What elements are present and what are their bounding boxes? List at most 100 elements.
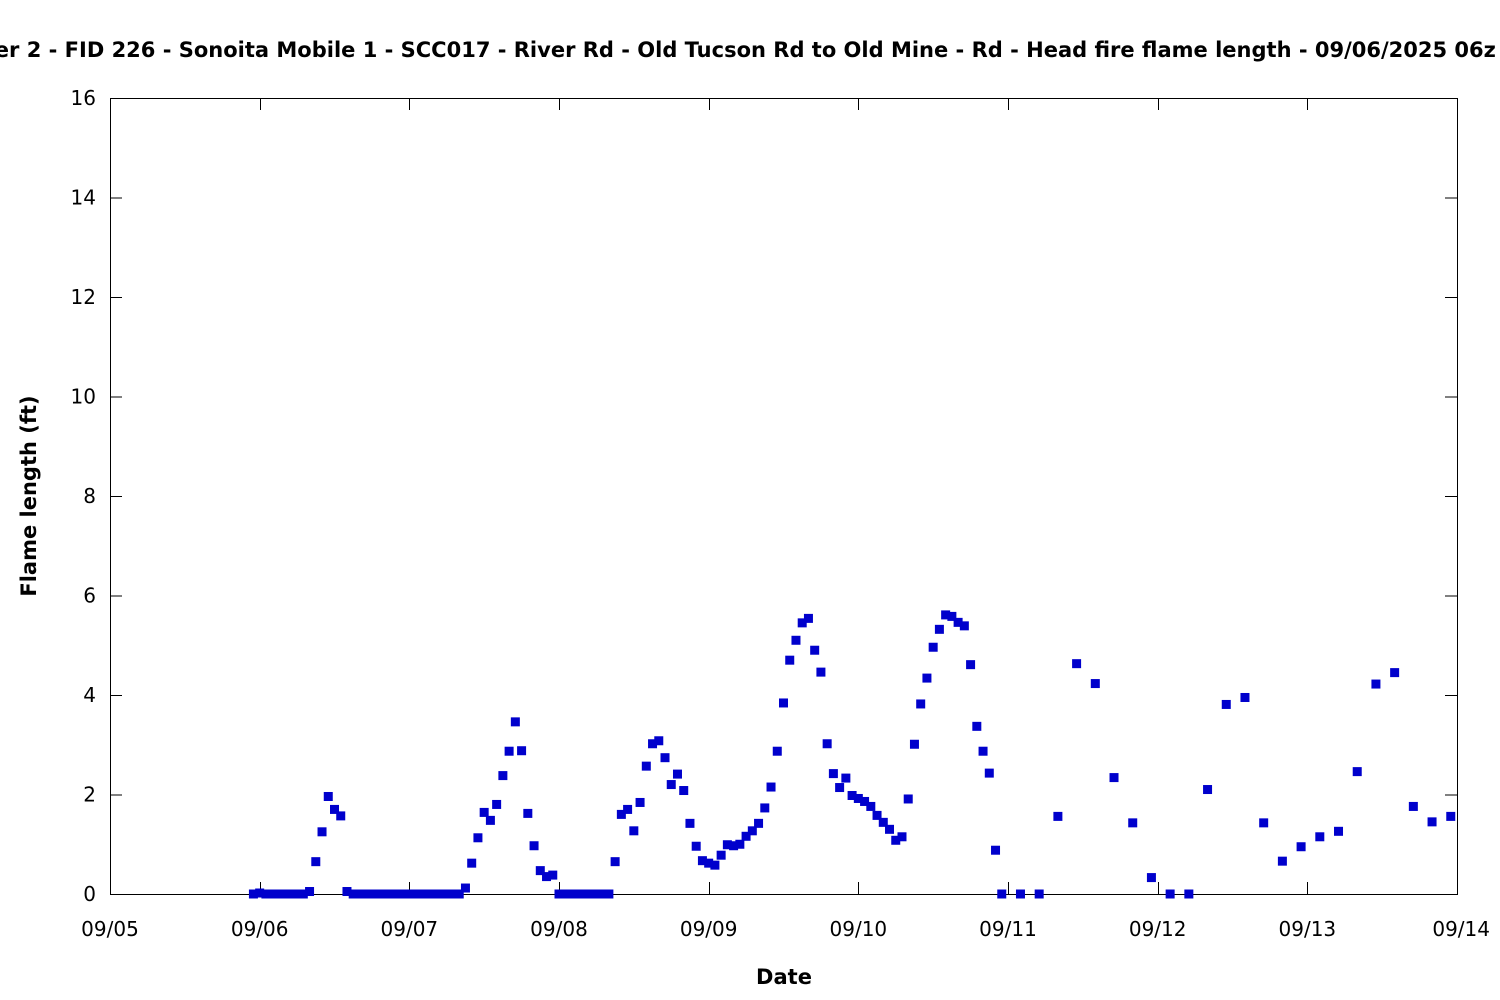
data-point: [467, 858, 477, 868]
data-point: [878, 817, 888, 827]
data-point: [560, 889, 570, 899]
data-point: [361, 889, 371, 899]
data-point: [791, 635, 801, 645]
data-point: [535, 866, 545, 876]
data-point: [429, 889, 439, 899]
data-point: [398, 889, 408, 899]
data-point: [573, 889, 583, 899]
data-point: [1015, 889, 1025, 899]
data-point: [354, 889, 364, 899]
data-point: [947, 611, 957, 621]
data-point: [554, 889, 564, 899]
data-point: [772, 746, 782, 756]
data-point: [891, 835, 901, 845]
data-point: [816, 667, 826, 677]
data-point: [1184, 889, 1194, 899]
data-point: [529, 841, 539, 851]
data-point: [741, 831, 751, 841]
data-point: [916, 699, 926, 709]
data-point: [1240, 692, 1250, 702]
data-point: [1390, 668, 1400, 678]
y-tick-label: 16: [71, 86, 96, 110]
data-point: [822, 739, 832, 749]
data-point: [909, 739, 919, 749]
data-point: [423, 889, 433, 899]
data-point: [635, 797, 645, 807]
data-point: [1128, 818, 1138, 828]
data-point: [685, 818, 695, 828]
y-tick-label: 14: [71, 186, 96, 210]
data-point: [411, 889, 421, 899]
data-point: [479, 807, 489, 817]
data-point: [404, 889, 414, 899]
data-point: [754, 818, 764, 828]
data-point: [379, 889, 389, 899]
data-point: [280, 889, 290, 899]
data-point: [1334, 826, 1344, 836]
data-point: [984, 768, 994, 778]
data-point: [978, 746, 988, 756]
data-point: [928, 642, 938, 652]
data-point: [548, 870, 558, 880]
data-point: [598, 889, 608, 899]
data-point: [367, 889, 377, 899]
x-axis: 09/05 09/06 09/07 09/08 09/09 09/10 09/11 09/12…: [81, 98, 1490, 941]
x-tick-label: 09/12: [1129, 917, 1187, 941]
y-axis-title: Flame length (ft): [17, 395, 41, 596]
data-point: [629, 826, 639, 836]
chart-title: Tier 2 - FID 226 - Sonoita Mobile 1 - SC…: [0, 38, 1500, 62]
data-point: [336, 811, 346, 821]
data-point: [654, 736, 664, 746]
data-point: [585, 889, 595, 899]
data-point: [392, 889, 402, 899]
y-tick-label: 2: [83, 783, 96, 807]
data-point: [436, 889, 446, 899]
data-point: [492, 799, 502, 809]
data-point: [648, 739, 658, 749]
data-point: [417, 889, 427, 899]
y-tick-label: 0: [83, 882, 96, 906]
data-point: [972, 721, 982, 731]
data-point: [860, 796, 870, 806]
data-point: [872, 810, 882, 820]
data-point: [941, 610, 951, 620]
data-point: [641, 761, 651, 771]
data-point: [1109, 773, 1119, 783]
data-point: [779, 698, 788, 708]
data-point: [373, 889, 383, 899]
data-point: [267, 889, 277, 899]
data-point: [1446, 811, 1456, 821]
data-point: [523, 808, 533, 818]
data-point: [1203, 785, 1213, 795]
data-point: [1352, 767, 1362, 777]
y-tick-label: 6: [83, 584, 96, 608]
data-point: [679, 786, 689, 796]
data-point: [953, 617, 963, 627]
data-point: [1315, 832, 1325, 842]
data-point: [1408, 801, 1418, 811]
data-point: [610, 857, 620, 867]
data-point: [1072, 659, 1082, 669]
data-point: [729, 841, 739, 851]
data-point: [473, 833, 483, 843]
data-point: [1053, 811, 1063, 821]
y-tick-label: 12: [71, 285, 96, 309]
data-point: [616, 809, 626, 819]
data-point: [504, 746, 514, 756]
data-point: [853, 793, 863, 803]
data-point: [286, 889, 296, 899]
data-point: [255, 888, 265, 898]
data-point: [442, 889, 452, 899]
data-point: [317, 827, 327, 837]
data-point: [803, 613, 813, 623]
data-point: [1221, 699, 1231, 709]
data-series: [248, 610, 1456, 899]
data-point: [691, 841, 701, 851]
data-point: [697, 856, 707, 866]
data-point: [348, 889, 358, 899]
plot-frame: [110, 98, 1458, 895]
data-point: [666, 780, 676, 790]
data-point: [579, 889, 589, 899]
data-point: [342, 887, 352, 897]
